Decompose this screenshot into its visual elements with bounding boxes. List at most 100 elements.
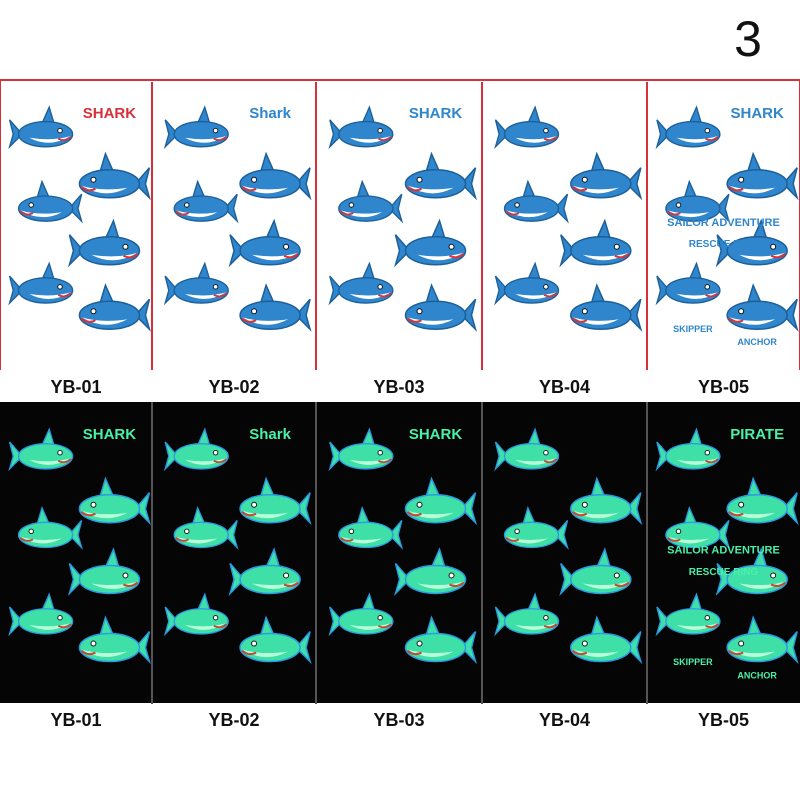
shark-belly: [572, 510, 619, 519]
shark-eye: [90, 640, 97, 647]
shark-sticker: [163, 427, 229, 472]
shark-tail: [134, 631, 151, 665]
shark-sticker: [239, 476, 312, 526]
shark-eye: [28, 528, 34, 535]
shark-mouth: [728, 317, 744, 323]
shark-sticker: [163, 105, 229, 150]
shark-tail: [559, 234, 576, 268]
shark-eye: [416, 501, 423, 508]
shark-mouth: [449, 253, 465, 259]
shark-sticker: [726, 283, 799, 332]
sheet-label: YB-02: [208, 710, 259, 730]
shark-belly: [185, 292, 227, 300]
shark-belly: [417, 581, 464, 589]
sticker-text: ANCHOR: [737, 671, 777, 681]
shark-body: [503, 443, 560, 470]
label-strip: [0, 370, 800, 402]
shark-belly: [515, 458, 557, 465]
shark-eye: [448, 572, 455, 579]
sticker-text: RESCUE RING: [689, 567, 759, 578]
shark-body: [78, 493, 141, 524]
shark-eye: [212, 449, 219, 456]
shark-body: [173, 195, 229, 222]
shark-body: [239, 564, 301, 595]
shark-belly: [407, 317, 454, 325]
shark-belly: [349, 136, 391, 143]
shark-body: [17, 521, 74, 549]
shark-sticker: [570, 476, 643, 526]
shark-sticker: [239, 615, 312, 665]
shark-eye: [377, 127, 383, 134]
shark-sticker: [173, 179, 239, 224]
shark-tail: [460, 492, 478, 526]
shark-body: [173, 608, 229, 635]
shark-sticker: [8, 427, 74, 472]
shark-sticker: [239, 151, 312, 201]
shark-eye: [581, 308, 588, 315]
shark-tail: [328, 275, 344, 306]
shark-sticker: [655, 592, 721, 637]
shark-belly: [81, 649, 128, 658]
shark-mouth: [543, 623, 558, 629]
shark-tail: [494, 606, 510, 637]
shark-mouth: [19, 210, 34, 216]
shark-sticker: [228, 547, 301, 597]
shark-body: [726, 493, 788, 524]
shark-mouth: [377, 292, 392, 298]
shark-mouth: [122, 253, 139, 259]
shark-mouth: [241, 510, 257, 517]
shark-sticker: [228, 218, 301, 268]
sticker-text: SHARK: [730, 105, 784, 122]
shark-tail: [223, 193, 239, 224]
shark-mouth: [543, 136, 558, 142]
shark-eye: [675, 202, 682, 208]
shark-mouth: [705, 292, 719, 298]
shark-sticker: [404, 615, 478, 665]
shark-belly: [729, 185, 776, 194]
shark-tail: [625, 492, 643, 526]
shark-sticker: [163, 592, 229, 637]
shark-sticker: [559, 218, 632, 268]
shark-sticker: [338, 505, 404, 550]
shark-belly: [20, 536, 62, 544]
shark-belly: [29, 136, 71, 143]
label-strip: [0, 703, 800, 735]
shark-mouth: [705, 136, 719, 142]
shark-sticker: [78, 476, 151, 526]
shark-tail: [388, 193, 404, 224]
shark-body: [404, 493, 467, 524]
shark-belly: [407, 649, 454, 658]
shark-belly: [407, 185, 454, 194]
sheet-label: YB-03: [373, 710, 424, 730]
shark-tail: [559, 562, 576, 597]
shark-sticker: [726, 151, 799, 201]
shark-sticker: [503, 505, 569, 550]
shark-eye: [416, 176, 423, 183]
sticker-text: SKIPPER: [673, 657, 713, 667]
shark-belly: [506, 210, 548, 218]
shark-eye: [704, 127, 711, 134]
shark-belly: [349, 623, 391, 630]
shark-body: [17, 608, 74, 635]
shark-mouth: [728, 649, 744, 656]
shark-mouth: [80, 510, 96, 517]
shark-eye: [738, 176, 745, 183]
sheet-label: YB-01: [50, 377, 101, 397]
shark-eye: [251, 501, 258, 508]
shark-belly: [572, 649, 619, 658]
shark-mouth: [241, 186, 257, 192]
shark-body: [404, 564, 467, 595]
shark-tail: [328, 606, 344, 637]
shark-belly: [515, 623, 557, 630]
sticker-text: SHARK: [83, 426, 137, 443]
shark-tail: [553, 193, 569, 224]
shark-sticker: [173, 505, 239, 550]
shark-body: [78, 300, 141, 330]
shark-sticker: [338, 179, 404, 224]
shark-mouth: [572, 510, 588, 517]
shark-eye: [251, 176, 258, 183]
shark-body: [173, 120, 229, 148]
shark-mouth: [728, 510, 744, 517]
shark-tail: [134, 492, 151, 526]
